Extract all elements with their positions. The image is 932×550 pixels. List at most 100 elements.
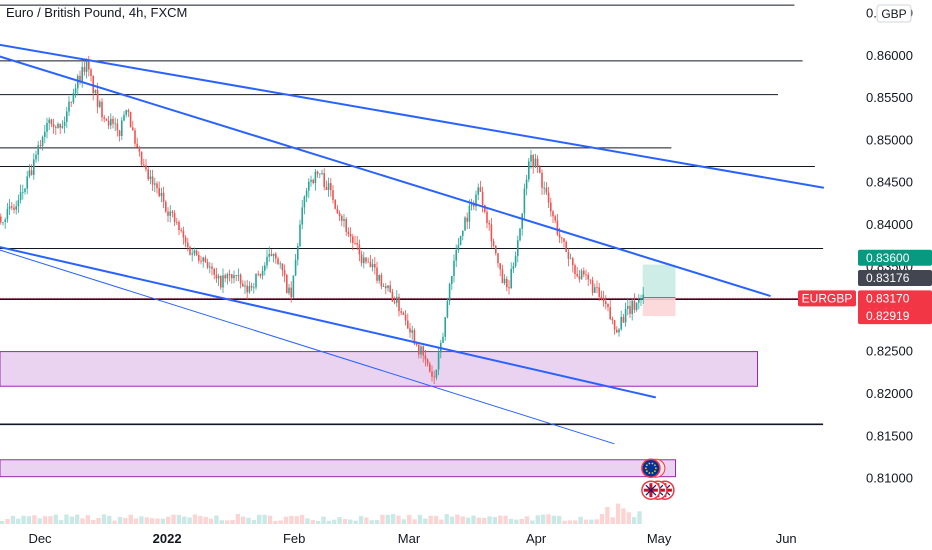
candle [598,282,600,301]
candle [402,311,405,315]
candle-body [316,171,319,175]
candle [349,227,352,243]
candle-body [470,203,473,206]
price-tag-value: 0.82919 [866,309,910,323]
candle [279,261,281,269]
candle-body [204,257,207,263]
volume-bar [380,514,385,524]
flag-star [645,464,648,467]
candle [565,240,567,253]
candle-body [107,120,110,126]
candle-body [162,192,165,202]
trendlines-layer[interactable] [0,43,825,445]
candle [393,296,396,305]
candle [407,313,409,329]
candle-body [391,292,394,302]
candle-body [367,261,369,263]
zone-1 [0,351,758,387]
currency-badge[interactable]: GBP [876,4,912,23]
candle-body [380,275,383,287]
candle [253,283,255,294]
volume-bar [299,514,305,524]
trendline-1[interactable] [0,43,825,189]
candle-body [541,172,543,188]
candle-body [613,320,616,330]
trendline-3[interactable] [0,246,656,399]
candle [501,264,504,284]
candle-body [55,126,57,128]
position-layer[interactable] [642,264,676,317]
candle-body [270,253,273,256]
position-target-zone[interactable] [642,264,676,298]
candle-body [385,286,387,289]
candle-body [248,285,251,293]
price-tag-value: 0.83600 [866,251,910,265]
volume-bar [208,518,214,524]
candle-body [279,263,281,265]
candle [365,257,367,265]
candle-body [325,187,328,190]
candle-body [308,181,310,191]
candle [347,227,350,238]
volume-bar [283,516,289,524]
candle-body [2,221,4,223]
candle-body [455,250,457,261]
candle [66,106,68,128]
candle-body [633,300,636,310]
candle-body [343,219,345,221]
candle-body [176,221,178,223]
candle-body [28,170,31,177]
candle-body [583,270,585,275]
candle-body [200,260,202,262]
trendline-4[interactable] [0,248,615,445]
candle-body [184,237,187,243]
volume-bar [58,520,64,524]
candle [187,237,189,252]
candle [35,150,37,163]
candle-body [8,206,11,209]
candle-body [299,224,301,247]
candle-body [101,101,103,118]
trendline-2[interactable] [0,55,771,297]
candle [39,140,42,150]
candle [125,109,127,118]
candle-body [68,101,70,112]
volume-bar [117,517,123,524]
volume-bar [294,516,299,524]
candle [591,276,594,296]
candle [266,249,268,269]
candle [46,117,48,139]
candle-body [446,301,449,318]
candle [182,226,185,245]
candle [466,212,468,230]
candle-body [338,213,341,217]
eu-flag-icon[interactable] [641,458,666,478]
candle-body [19,192,22,201]
candle [385,283,387,295]
candle-body [437,352,440,370]
candle-body [468,205,471,222]
price-tick-label: 0.82500 [866,344,913,359]
position-stop-zone[interactable] [642,297,676,317]
candle [206,258,209,270]
candle-body [48,119,50,123]
time-axis[interactable]: Dec 2022 Feb Mar Apr May Jun [0,524,932,550]
candle [180,227,182,233]
candle [629,300,631,318]
uk-flag-icon[interactable] [641,480,675,500]
candle [620,310,622,331]
candle-body [35,154,37,160]
candle [607,303,609,312]
candle [57,122,59,129]
candle-body [239,274,242,284]
candle-body [519,228,521,241]
volume-bar [305,518,310,524]
candle [41,135,44,151]
events-layer[interactable] [641,458,675,500]
candle [156,181,158,194]
candle [376,261,378,284]
candle [70,101,72,108]
candle [114,117,116,132]
candle [497,252,499,268]
